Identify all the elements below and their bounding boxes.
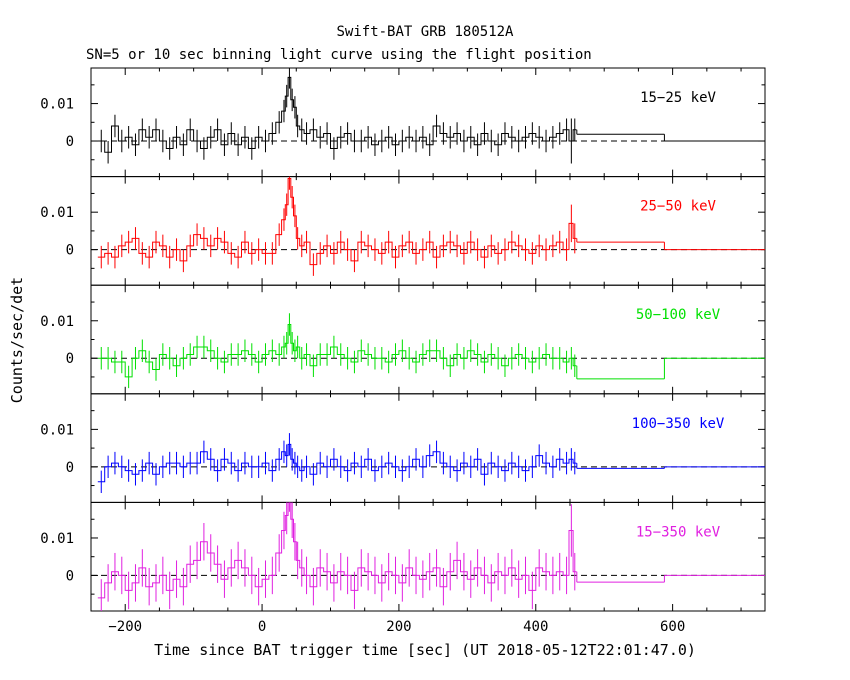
series-data <box>97 176 765 276</box>
y-tick-label: 0 <box>66 568 74 584</box>
band-label: 100−350 keV <box>632 416 725 432</box>
y-tick-label: 0.01 <box>40 531 74 547</box>
series-step-line <box>97 178 577 266</box>
band-label: 15−350 keV <box>636 524 721 540</box>
y-tick-label: 0 <box>66 243 74 259</box>
y-tick-label: 0 <box>66 351 74 367</box>
x-tick-label: 0 <box>258 619 266 635</box>
x-axis-label: Time since BAT trigger time [sec] (UT 20… <box>154 641 696 659</box>
y-tick-label: 0 <box>66 460 74 476</box>
x-tick-label: 600 <box>660 619 685 635</box>
y-axis-label: Counts/sec/det <box>8 277 26 403</box>
series-step-line <box>97 443 577 483</box>
y-tick-label: 0.01 <box>40 422 74 438</box>
panel-2: 0 0.01 25−50 keV <box>40 176 766 286</box>
panel-5: 0 0.01 15−350 keV −200 0 200 400 600 <box>40 501 766 635</box>
y-tick-label: 0.01 <box>40 314 74 330</box>
chart-title: Swift-BAT GRB 180512A <box>336 24 514 40</box>
chart-subtitle: SN=5 or 10 sec binning light curve using… <box>86 47 592 63</box>
series-data <box>97 68 765 164</box>
band-label: 50−100 keV <box>636 307 721 323</box>
series-step-line <box>97 76 577 153</box>
x-tick-label: 200 <box>386 619 411 635</box>
panels-group: 0 0.01 15−25 keV 0 0.01 25−50 keV 0 0.01 50−100 … <box>40 67 766 635</box>
y-tick-label: 0 <box>66 134 74 150</box>
band-label: 25−50 keV <box>640 199 716 215</box>
panel-4: 0 0.01 100−350 keV <box>40 393 766 503</box>
series-data <box>97 433 765 494</box>
y-tick-label: 0.01 <box>40 97 74 113</box>
x-tick-label: −200 <box>108 619 142 635</box>
panel-1: 0 0.01 15−25 keV <box>40 67 766 178</box>
x-tick-label: 400 <box>523 619 548 635</box>
series-data <box>97 502 765 611</box>
band-label: 15−25 keV <box>640 90 716 106</box>
panel-3: 0 0.01 50−100 keV <box>40 284 766 395</box>
y-tick-label: 0.01 <box>40 205 74 221</box>
series-data <box>97 313 765 389</box>
